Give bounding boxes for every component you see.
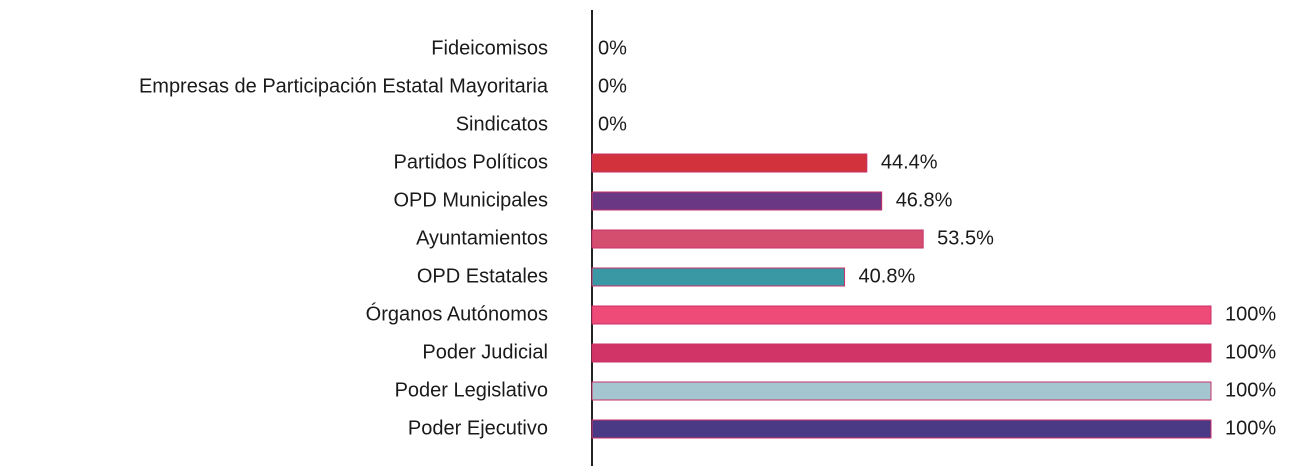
category-label: Partidos Políticos (393, 151, 548, 173)
category-label: Órganos Autónomos (366, 302, 548, 325)
bar (591, 419, 1212, 439)
value-label: 100% (1225, 417, 1276, 439)
value-label: 100% (1225, 341, 1276, 363)
category-label: Poder Judicial (422, 341, 548, 363)
bar (591, 343, 1212, 363)
value-label: 0% (598, 37, 627, 59)
value-label: 44.4% (881, 151, 938, 173)
category-label: OPD Municipales (393, 189, 548, 211)
value-label: 100% (1225, 379, 1276, 401)
bar (591, 305, 1212, 325)
category-label: Poder Legislativo (395, 379, 548, 401)
category-label: Fideicomisos (431, 37, 548, 59)
bar (591, 381, 1212, 401)
value-label: 53.5% (937, 227, 994, 249)
bar (591, 267, 846, 287)
value-label: 46.8% (896, 189, 953, 211)
bar (591, 229, 924, 249)
bar (591, 153, 868, 173)
value-label: 40.8% (859, 265, 916, 287)
bar (591, 191, 883, 211)
value-label: 100% (1225, 303, 1276, 325)
value-label: 0% (598, 75, 627, 97)
category-label: Empresas de Participación Estatal Mayori… (139, 75, 549, 97)
category-label: OPD Estatales (417, 265, 548, 287)
category-label: Ayuntamientos (416, 227, 548, 249)
category-label: Sindicatos (456, 113, 548, 135)
category-label: Poder Ejecutivo (408, 417, 548, 439)
value-label: 0% (598, 113, 627, 135)
